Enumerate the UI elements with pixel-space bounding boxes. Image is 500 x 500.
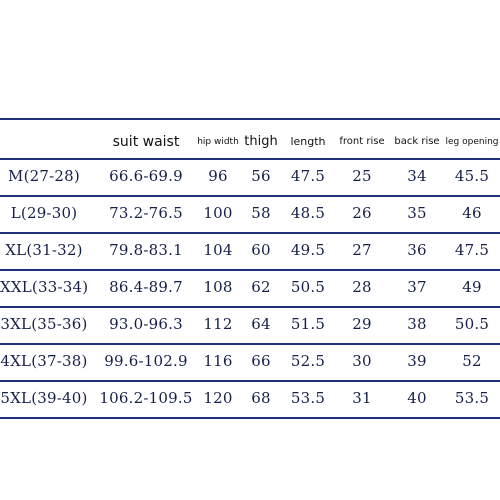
suit-waist-cell: 93.0-96.3 [109, 315, 183, 333]
table-row: 4XL(37-38) 99.6-102.9 116 66 52.5 30 39 … [0, 343, 500, 379]
header-length: length [290, 135, 326, 148]
size-cell: XXL(33-34) [0, 278, 89, 296]
leg-opening-cell: 45.5 [454, 167, 490, 185]
leg-opening-cell: 46 [462, 204, 482, 222]
suit-waist-cell: 79.8-83.1 [109, 241, 183, 259]
header-thigh: thigh [244, 134, 278, 149]
length-cell: 51.5 [290, 315, 326, 333]
front-rise-cell: 31 [352, 389, 372, 407]
table-divider [0, 118, 500, 120]
hip-width-cell: 120 [203, 389, 233, 407]
front-rise-cell: 26 [352, 204, 372, 222]
hip-width-cell: 108 [203, 278, 233, 296]
thigh-cell: 60 [251, 241, 271, 259]
table-divider [0, 343, 500, 345]
header-suit-waist: suit waist [112, 134, 180, 150]
back-rise-cell: 36 [407, 241, 427, 259]
table-divider [0, 380, 500, 382]
table-row: XXL(33-34) 86.4-89.7 108 62 50.5 28 37 4… [0, 269, 500, 305]
back-rise-cell: 34 [407, 167, 427, 185]
back-rise-cell: 37 [407, 278, 427, 296]
header-hip-width: hip width [197, 137, 239, 147]
front-rise-cell: 27 [352, 241, 372, 259]
suit-waist-cell: 66.6-69.9 [109, 167, 183, 185]
table-row: 3XL(35-36) 93.0-96.3 112 64 51.5 29 38 5… [0, 306, 500, 342]
thigh-cell: 58 [251, 204, 271, 222]
leg-opening-cell: 47.5 [454, 241, 490, 259]
leg-opening-cell: 50.5 [454, 315, 490, 333]
length-cell: 47.5 [290, 167, 326, 185]
table-row: L(29-30) 73.2-76.5 100 58 48.5 26 35 46 [0, 195, 500, 231]
back-rise-cell: 39 [407, 352, 427, 370]
table-row: M(27-28) 66.6-69.9 96 56 47.5 25 34 45.5 [0, 158, 500, 194]
table-divider [0, 158, 500, 160]
leg-opening-cell: 52 [462, 352, 482, 370]
header-back-rise: back rise [394, 136, 440, 147]
hip-width-cell: 104 [203, 241, 233, 259]
hip-width-cell: 116 [203, 352, 233, 370]
suit-waist-cell: 86.4-89.7 [109, 278, 183, 296]
table-divider [0, 232, 500, 234]
front-rise-cell: 29 [352, 315, 372, 333]
table-row: 5XL(39-40) 106.2-109.5 120 68 53.5 31 40… [0, 380, 500, 416]
leg-opening-cell: 49 [462, 278, 482, 296]
hip-width-cell: 112 [203, 315, 233, 333]
hip-width-cell: 96 [208, 167, 228, 185]
length-cell: 49.5 [290, 241, 326, 259]
size-cell: 3XL(35-36) [0, 315, 88, 333]
suit-waist-cell: 73.2-76.5 [109, 204, 183, 222]
back-rise-cell: 40 [407, 389, 427, 407]
leg-opening-cell: 53.5 [454, 389, 490, 407]
thigh-cell: 62 [251, 278, 271, 296]
thigh-cell: 68 [251, 389, 271, 407]
table-header-row: suit waist hip width thigh length front … [0, 124, 500, 160]
thigh-cell: 64 [251, 315, 271, 333]
size-cell: M(27-28) [8, 167, 80, 185]
back-rise-cell: 38 [407, 315, 427, 333]
hip-width-cell: 100 [203, 204, 233, 222]
length-cell: 52.5 [290, 352, 326, 370]
table-divider [0, 195, 500, 197]
front-rise-cell: 30 [352, 352, 372, 370]
length-cell: 50.5 [290, 278, 326, 296]
table-divider [0, 417, 500, 419]
suit-waist-cell: 106.2-109.5 [99, 389, 193, 407]
size-cell: 5XL(39-40) [0, 389, 88, 407]
thigh-cell: 56 [251, 167, 271, 185]
table-divider [0, 269, 500, 271]
header-front-rise: front rise [339, 136, 385, 147]
table-row: XL(31-32) 79.8-83.1 104 60 49.5 27 36 47… [0, 232, 500, 268]
back-rise-cell: 35 [407, 204, 427, 222]
table-divider [0, 306, 500, 308]
length-cell: 48.5 [290, 204, 326, 222]
front-rise-cell: 28 [352, 278, 372, 296]
thigh-cell: 66 [251, 352, 271, 370]
header-leg-opening: leg opening [445, 137, 499, 147]
size-cell: 4XL(37-38) [0, 352, 88, 370]
suit-waist-cell: 99.6-102.9 [104, 352, 188, 370]
size-cell: L(29-30) [10, 204, 78, 222]
length-cell: 53.5 [290, 389, 326, 407]
front-rise-cell: 25 [352, 167, 372, 185]
size-cell: XL(31-32) [5, 241, 83, 259]
